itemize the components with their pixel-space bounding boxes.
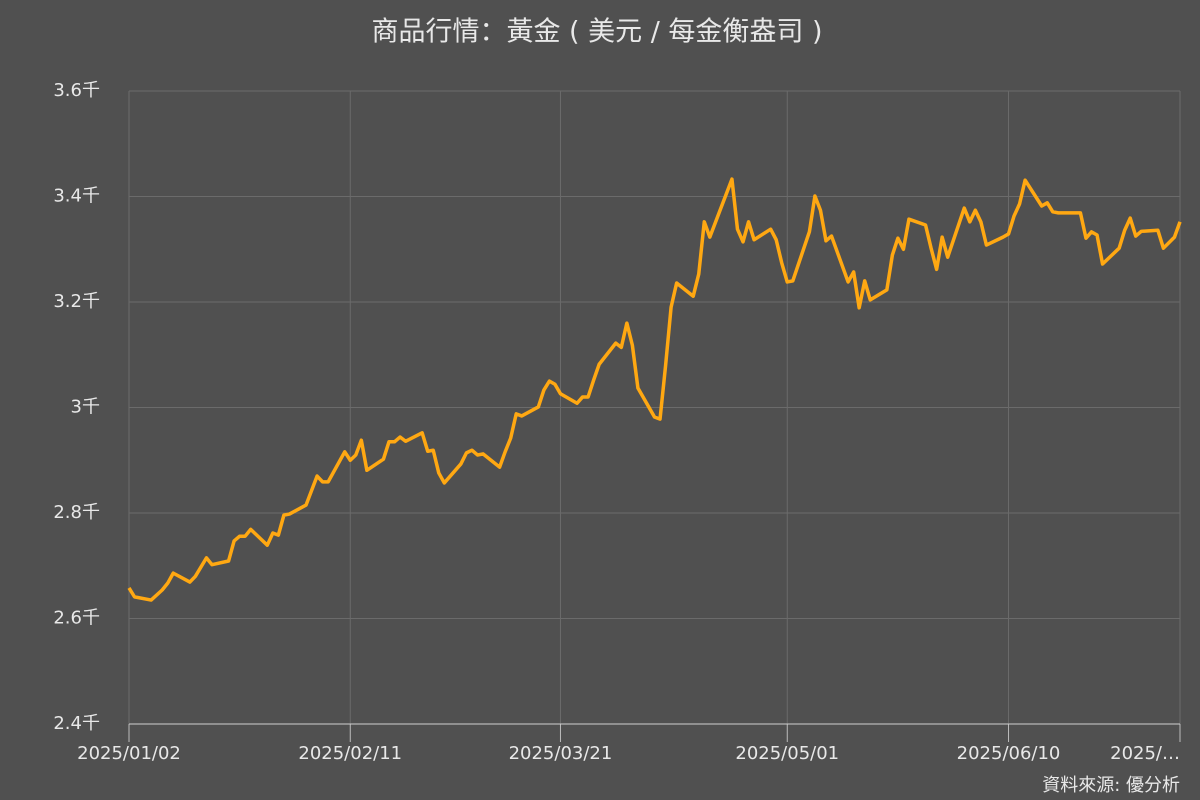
y-tick-label: 2.4千	[53, 713, 100, 734]
x-tick-label: 2025/06/10	[957, 743, 1061, 764]
x-tick-label: 2025/05/01	[735, 743, 839, 764]
y-tick-label: 3.4千	[53, 186, 100, 207]
y-tick-label: 2.8千	[53, 502, 100, 523]
x-tick-label: 2025/03/21	[509, 743, 613, 764]
y-tick-label: 2.6千	[53, 608, 100, 629]
price-line	[127, 177, 1182, 602]
x-tick-label: 2025/02/11	[298, 743, 402, 764]
x-tick-label: 2025/…	[1110, 743, 1180, 764]
y-tick-label: 3.6千	[53, 80, 100, 101]
chart-title: 商品行情：黃金 ( 美元 / 每金衡盎司 )	[371, 17, 822, 48]
source-note: 資料來源: 優分析	[1042, 775, 1180, 796]
x-tick-label: 2025/01/02	[77, 743, 181, 764]
y-tick-label: 3.2千	[53, 291, 100, 312]
y-tick-label: 3千	[71, 397, 100, 418]
